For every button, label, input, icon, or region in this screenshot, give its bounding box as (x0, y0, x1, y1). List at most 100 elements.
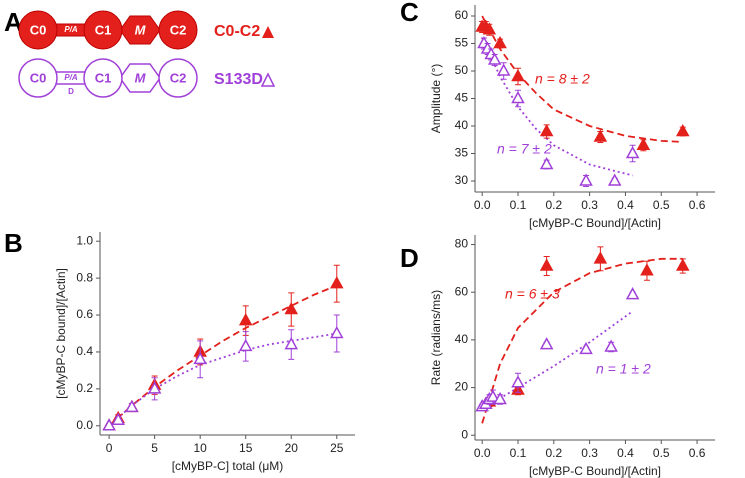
y-tick-label: 0.8 (76, 270, 93, 284)
x-tick-label: 0.0 (474, 446, 491, 460)
legend-label: C0-C2 (214, 23, 260, 40)
fit-curve (481, 37, 633, 177)
marker (593, 129, 608, 142)
y-axis-title: Rate (radians/ms) (429, 290, 443, 385)
diagram: A C0 P/A C1 M C2 C0-C2 C0 P/A D C1 M C2 … (4, 7, 276, 98)
marker (330, 276, 344, 289)
marker (579, 173, 593, 186)
x-tick-label: 20 (285, 441, 299, 455)
y-axis-title: [cMyBP-C bound]/[Actin] (54, 268, 68, 399)
marker (284, 337, 299, 350)
marker (511, 68, 525, 82)
y-tick-label: 80 (455, 237, 469, 251)
domain-label: M (135, 70, 147, 85)
domain-label: C2 (170, 70, 187, 85)
marker (511, 375, 525, 388)
x-tick-label: 0.0 (474, 198, 491, 212)
marker (111, 412, 125, 425)
x-tick-label: 0.2 (545, 446, 562, 460)
domain-sub: D (68, 87, 74, 96)
x-tick-label: 15 (239, 441, 253, 455)
annotation: n = 6 ± 3 (505, 286, 560, 302)
marker (640, 263, 654, 276)
annotation: n = 1 ± 2 (596, 361, 651, 377)
marker (539, 337, 554, 350)
domain (83, 58, 123, 98)
y-tick-label: 60 (455, 284, 469, 298)
marker (675, 258, 690, 271)
x-axis-title: [cMyBP-C] total (μM) (172, 459, 284, 473)
x-tick-label: 5 (151, 441, 158, 455)
domain (158, 10, 198, 50)
y-tick-label: 40 (455, 118, 469, 132)
panel-label: A (4, 7, 23, 37)
y-tick-label: 0.4 (76, 344, 93, 358)
marker (675, 123, 690, 137)
y-tick-label: 30 (455, 173, 469, 187)
fit-curve (481, 15, 683, 143)
annotation: n = 8 ± 2 (535, 71, 590, 87)
y-tick-label: 0.6 (76, 307, 93, 321)
y-tick-label: 35 (455, 146, 469, 160)
domain-label: C0 (30, 22, 47, 37)
marker (593, 251, 608, 264)
x-tick-label: 10 (193, 441, 207, 455)
x-tick-label: 0 (106, 441, 113, 455)
marker (125, 399, 139, 413)
domain-label: C1 (95, 70, 112, 85)
marker (539, 156, 554, 170)
marker (238, 313, 253, 326)
marker (539, 258, 554, 271)
x-tick-label: 0.5 (653, 198, 670, 212)
y-tick-label: 55 (455, 36, 469, 50)
marker (539, 123, 554, 137)
marker (147, 381, 162, 394)
domain (18, 58, 58, 98)
y-axis-title: Amplitude (°) (429, 64, 443, 134)
legend-marker (260, 72, 276, 87)
marker (486, 389, 500, 402)
marker (511, 90, 525, 104)
domain-label: M (135, 22, 147, 37)
domain (18, 10, 58, 50)
legend-label: S133D (214, 71, 263, 88)
marker (636, 137, 651, 150)
marker (330, 325, 344, 339)
panel-label: D (400, 243, 419, 273)
marker (604, 339, 618, 352)
y-tick-label: 20 (455, 380, 469, 394)
annotation: n = 7 ± 2 (497, 141, 552, 157)
x-tick-label: 0.4 (617, 198, 634, 212)
fit-curve (108, 284, 338, 427)
x-tick-label: 0.6 (689, 446, 706, 460)
marker (193, 351, 207, 365)
domain-label: C2 (170, 22, 187, 37)
y-tick-label: 0.0 (76, 418, 93, 432)
y-tick-label: 45 (455, 91, 469, 105)
marker (496, 63, 511, 76)
marker (493, 391, 507, 405)
domain-label: C0 (30, 70, 47, 85)
panel-label: B (4, 228, 23, 258)
marker (482, 22, 497, 35)
domain-label: P/A (64, 73, 78, 82)
panel-label: C (400, 0, 419, 27)
fit-curve (481, 257, 683, 424)
x-tick-label: 0.1 (510, 446, 527, 460)
x-tick-label: 0.1 (510, 198, 527, 212)
legend-marker (262, 26, 274, 38)
domain (83, 10, 123, 50)
y-tick-label: 40 (455, 332, 469, 346)
marker (284, 301, 299, 315)
domain-label: P/A (64, 25, 78, 34)
y-tick-label: 0 (461, 427, 468, 441)
marker (579, 341, 593, 355)
x-tick-label: 0.6 (689, 198, 706, 212)
marker (625, 145, 640, 159)
fit-curve (108, 332, 337, 427)
marker (238, 338, 253, 352)
y-tick-label: 60 (455, 8, 469, 22)
y-tick-label: 1.0 (76, 233, 93, 247)
y-tick-label: 0.2 (76, 381, 93, 395)
